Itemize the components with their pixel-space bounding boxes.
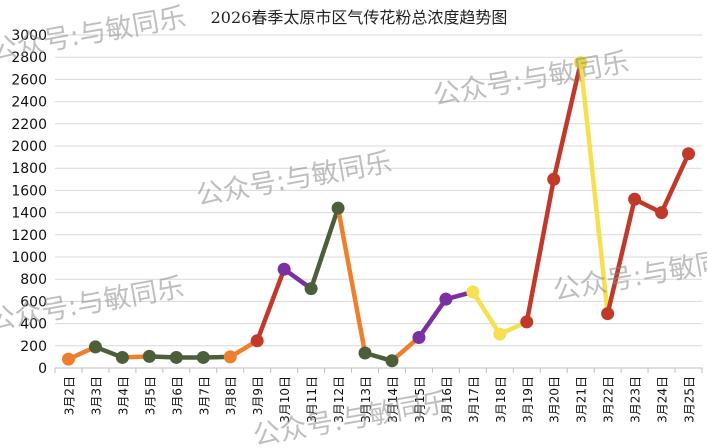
data-point xyxy=(277,262,291,276)
x-tick-label: 3月5日 xyxy=(143,376,157,415)
grid-lines xyxy=(55,34,702,369)
x-tick-label: 3月3日 xyxy=(89,376,103,415)
data-point xyxy=(682,147,696,161)
data-point xyxy=(385,354,399,368)
x-tick-label: 3月12日 xyxy=(332,376,346,423)
x-tick-label: 3月17日 xyxy=(467,376,481,423)
series-segment xyxy=(254,266,287,344)
data-point xyxy=(169,350,183,364)
x-tick-label: 3月18日 xyxy=(494,376,508,423)
data-point xyxy=(304,282,318,296)
y-tick-label: 800 xyxy=(20,272,47,288)
data-point xyxy=(412,330,426,344)
series-segment xyxy=(308,205,341,291)
x-tick-label: 3月2日 xyxy=(62,376,76,415)
data-point xyxy=(466,285,480,299)
series-segment xyxy=(470,289,503,337)
chart-title: 2026春季太原市区气传花粉总浓度趋势图 xyxy=(211,8,508,27)
data-point xyxy=(331,201,345,215)
data-point xyxy=(574,56,588,70)
x-tick-label: 3月19日 xyxy=(521,376,535,423)
series-segment xyxy=(578,60,610,316)
data-point xyxy=(358,346,372,360)
x-tick-label: 3月22日 xyxy=(602,376,616,423)
y-tick-label: 1400 xyxy=(11,206,47,222)
data-point xyxy=(520,315,534,329)
x-tick-label: 3月16日 xyxy=(440,376,454,423)
data-point xyxy=(88,340,102,354)
x-tick-label: 3月4日 xyxy=(116,376,130,415)
x-tick-label: 3月8日 xyxy=(224,376,238,415)
series-line xyxy=(66,60,691,364)
series-segment xyxy=(524,177,556,325)
x-tick-label: 3月10日 xyxy=(278,376,292,423)
data-point xyxy=(601,307,615,321)
watermark-text: 公众号:与敏同乐 xyxy=(194,147,394,212)
data-point xyxy=(250,334,264,348)
y-tick-label: 1200 xyxy=(11,228,47,244)
data-point xyxy=(196,350,210,364)
data-point xyxy=(655,206,669,220)
x-tick-label: 3月14日 xyxy=(386,376,400,423)
y-axis-ticks: 0 200 400 600 800 1000 1200 1400 1600 1800 2000 220… xyxy=(11,28,47,377)
x-tick-label: 3月9日 xyxy=(251,376,265,415)
x-tick-label: 3月24日 xyxy=(656,376,670,423)
y-tick-label: 1800 xyxy=(11,161,47,177)
y-tick-label: 1000 xyxy=(11,250,47,266)
y-tick-label: 2400 xyxy=(11,95,47,111)
series-segment xyxy=(605,197,637,316)
series-segment xyxy=(659,151,691,215)
x-tick-label: 3月23日 xyxy=(629,376,643,423)
series-segment xyxy=(416,296,449,340)
data-point xyxy=(61,352,75,366)
data-point xyxy=(223,350,237,364)
y-tick-label: 2800 xyxy=(11,50,47,66)
y-tick-label: 1600 xyxy=(11,183,47,199)
x-tick-label: 3月6日 xyxy=(170,376,184,415)
data-point xyxy=(115,350,129,364)
x-tick-label: 3月13日 xyxy=(359,376,373,423)
x-tick-label: 3月21日 xyxy=(575,376,589,423)
data-point xyxy=(628,192,642,206)
y-tick-label: 600 xyxy=(20,294,47,310)
x-tick-label: 3月15日 xyxy=(413,376,427,423)
y-tick-label: 2000 xyxy=(11,139,47,155)
x-tick-label: 3月11日 xyxy=(305,376,319,423)
x-axis-ticks: 3月2日 3月3日 3月4日 3月5日 3月6日 3月7日 3月8日 3月9日 3月10日 3月1… xyxy=(54,368,703,423)
data-point xyxy=(439,292,453,306)
y-tick-label: 0 xyxy=(38,361,47,377)
x-tick-label: 3月7日 xyxy=(197,376,211,415)
y-tick-label: 200 xyxy=(20,339,47,355)
series-points xyxy=(61,56,696,368)
y-tick-label: 3000 xyxy=(11,28,47,44)
y-tick-label: 2200 xyxy=(11,117,47,133)
data-point xyxy=(142,349,156,363)
x-tick-label: 3月20日 xyxy=(548,376,562,423)
data-point xyxy=(547,172,561,186)
y-tick-label: 2600 xyxy=(11,72,47,88)
watermark-text: 公众号:与敏同乐 xyxy=(551,242,707,307)
y-tick-label: 400 xyxy=(20,317,47,333)
series-segment xyxy=(335,205,368,356)
series-segment xyxy=(551,60,583,182)
x-tick-label: 3月25日 xyxy=(683,376,697,423)
data-point xyxy=(493,327,507,341)
